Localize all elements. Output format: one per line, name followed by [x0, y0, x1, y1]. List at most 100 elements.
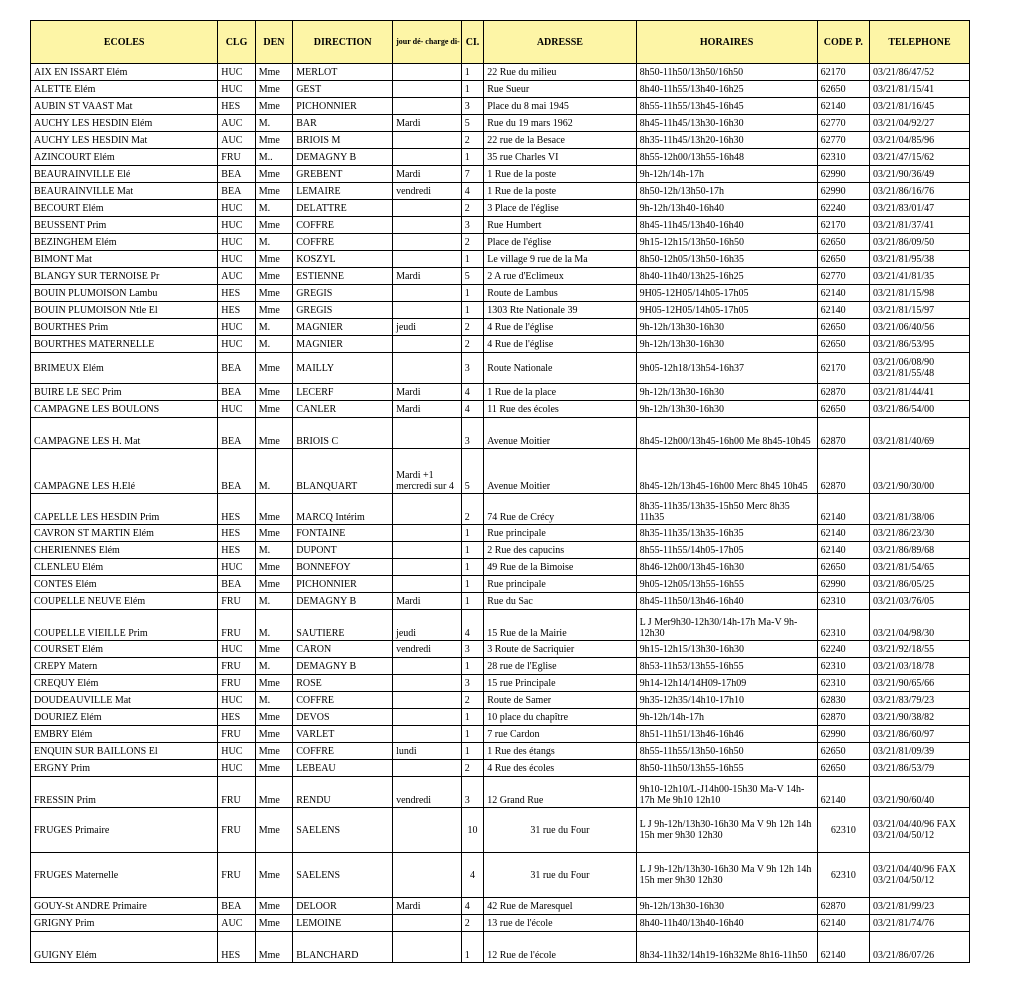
cell: 9h-12h/13h30-16h30	[636, 384, 817, 401]
cell: HES	[218, 709, 255, 726]
cell: AZINCOURT Elém	[31, 149, 218, 166]
table-row: AUBIN ST VAAST MatHESMmePICHONNIER3Place…	[31, 98, 970, 115]
table-row: CAVRON ST MARTIN ElémHESMmeFONTAINE1Rue …	[31, 525, 970, 542]
cell: DEVOS	[293, 709, 393, 726]
table-row: ALETTE ElémHUCMmeGEST1Rue Sueur8h40-11h5…	[31, 81, 970, 98]
cell: 9H05-12H05/14h05-17h05	[636, 285, 817, 302]
cell: 03/21/47/15/62	[870, 149, 970, 166]
cell: 03/21/86/54/00	[870, 401, 970, 418]
table-row: DOUDEAUVILLE MatHUCM.COFFRE2Route de Sam…	[31, 692, 970, 709]
cell: RENDU	[293, 777, 393, 808]
cell: 9h-12h/13h40-16h40	[636, 200, 817, 217]
cell: HUC	[218, 641, 255, 658]
table-row: BOURTHES MATERNELLEHUCM.MAGNIER24 Rue de…	[31, 336, 970, 353]
cell: 3	[461, 418, 483, 449]
table-row: CREQUY ElémFRUMmeROSE315 rue Principale9…	[31, 675, 970, 692]
cell: BIMONT Mat	[31, 251, 218, 268]
cell: 15 Rue de la Mairie	[484, 610, 636, 641]
cell: HUC	[218, 234, 255, 251]
cell: Mme	[255, 384, 292, 401]
cell: 31 rue du Four	[484, 808, 636, 853]
cell: AUC	[218, 268, 255, 285]
table-row: AIX EN ISSART ElémHUCMmeMERLOT122 Rue du…	[31, 64, 970, 81]
cell	[393, 692, 462, 709]
cell: 22 rue de la Besace	[484, 132, 636, 149]
cell: 03/21/90/30/00	[870, 449, 970, 494]
cell: HUC	[218, 336, 255, 353]
table-row: BIMONT MatHUCMmeKOSZYL1Le village 9 rue …	[31, 251, 970, 268]
cell: GUIGNY Elém	[31, 932, 218, 963]
cell: FRU	[218, 675, 255, 692]
table-row: CAMPAGNE LES BOULONSHUCMmeCANLERMardi411…	[31, 401, 970, 418]
cell: 9h-12h/13h30-16h30	[636, 898, 817, 915]
cell: 1	[461, 576, 483, 593]
cell: 03/21/86/47/52	[870, 64, 970, 81]
cell: 03/21/86/16/76	[870, 183, 970, 200]
cell: KOSZYL	[293, 251, 393, 268]
cell: M.	[255, 336, 292, 353]
cell: 62650	[817, 81, 869, 98]
cell: DUPONT	[293, 542, 393, 559]
cell: COFFRE	[293, 692, 393, 709]
cell: Mme	[255, 494, 292, 525]
cell: 03/21/81/74/76	[870, 915, 970, 932]
cell	[393, 915, 462, 932]
cell: 62140	[817, 542, 869, 559]
cell: DEMAGNY B	[293, 658, 393, 675]
table-row: FRESSIN PrimFRUMmeRENDUvendredi312 Grand…	[31, 777, 970, 808]
cell: 10	[461, 808, 483, 853]
cell: 8h55-11h55/14h05-17h05	[636, 542, 817, 559]
cell: 03/21/92/18/55	[870, 641, 970, 658]
cell: 62870	[817, 898, 869, 915]
cell: 62870	[817, 709, 869, 726]
table-row: BOUIN PLUMOISON Ntle ElHESMmeGREGIS11303…	[31, 302, 970, 319]
cell: FRESSIN Prim	[31, 777, 218, 808]
cell: 2	[461, 234, 483, 251]
cell: PICHONNIER	[293, 98, 393, 115]
cell: Mme	[255, 559, 292, 576]
cell: EMBRY Elém	[31, 726, 218, 743]
h-clg: CLG	[218, 21, 255, 64]
cell: 62650	[817, 336, 869, 353]
cell	[393, 726, 462, 743]
cell	[393, 542, 462, 559]
cell: HUC	[218, 319, 255, 336]
cell: 62240	[817, 641, 869, 658]
cell	[393, 658, 462, 675]
cell: 5	[461, 449, 483, 494]
cell: Le village 9 rue de la Ma	[484, 251, 636, 268]
cell: 1	[461, 593, 483, 610]
cell: 2	[461, 760, 483, 777]
cell: 2 Rue des capucins	[484, 542, 636, 559]
schools-table: ECOLES CLG DEN DIRECTION jour dé- charge…	[30, 20, 970, 963]
cell: 62990	[817, 576, 869, 593]
cell: jeudi	[393, 610, 462, 641]
cell: 62310	[817, 658, 869, 675]
cell: Mme	[255, 743, 292, 760]
cell: Mardi	[393, 166, 462, 183]
cell: 1 Rue de la place	[484, 384, 636, 401]
cell: 9h-12h/13h30-16h30	[636, 401, 817, 418]
cell: 49 Rue de la Bimoise	[484, 559, 636, 576]
cell: 3	[461, 777, 483, 808]
cell: Mme	[255, 641, 292, 658]
cell: 31 rue du Four	[484, 853, 636, 898]
cell: HES	[218, 285, 255, 302]
cell: 9h15-12h15/13h30-16h30	[636, 641, 817, 658]
cell: 03/21/81/15/41	[870, 81, 970, 98]
cell: 62650	[817, 319, 869, 336]
cell: Avenue Moitier	[484, 449, 636, 494]
cell: L J 9h-12h/13h30-16h30 Ma V 9h 12h 14h 1…	[636, 808, 817, 853]
cell: 4 Rue des écoles	[484, 760, 636, 777]
cell: 03/21/04/40/96 FAX 03/21/04/50/12	[870, 853, 970, 898]
table-row: BOURTHES PrimHUCM.MAGNIERjeudi24 Rue de …	[31, 319, 970, 336]
cell: Mme	[255, 576, 292, 593]
cell: 9h15-12h15/13h50-16h50	[636, 234, 817, 251]
cell: Mardi	[393, 593, 462, 610]
cell: Mme	[255, 777, 292, 808]
cell: 3 Place de l'église	[484, 200, 636, 217]
cell: Mme	[255, 898, 292, 915]
cell: 8h45-11h45/13h30-16h30	[636, 115, 817, 132]
table-row: AZINCOURT ElémFRUM..DEMAGNY B135 rue Cha…	[31, 149, 970, 166]
cell: BEA	[218, 166, 255, 183]
